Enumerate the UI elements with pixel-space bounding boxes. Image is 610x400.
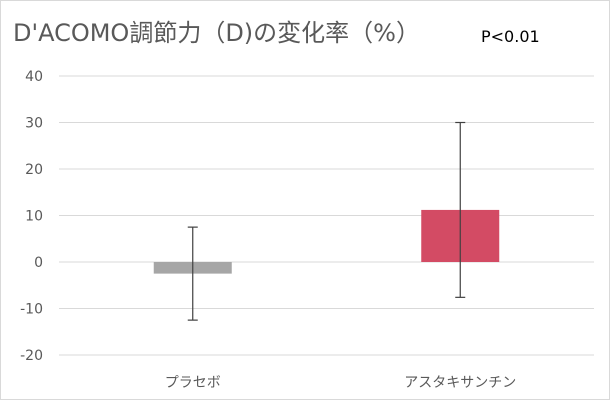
y-tick-label: -10: [20, 302, 43, 318]
y-tick-label: 40: [25, 69, 43, 85]
y-tick-label: 10: [25, 209, 43, 225]
y-tick-label: 20: [25, 162, 43, 178]
category-label: アスタキサンチン: [404, 375, 516, 391]
y-tick-label: -20: [20, 348, 43, 364]
p-value-annotation: P<0.01: [481, 27, 540, 46]
y-tick-label: 30: [25, 116, 43, 132]
chart-title: D'ACOMO調節力（D)の変化率（%）: [13, 19, 420, 47]
y-tick-label: 0: [34, 255, 43, 271]
category-label: プラセボ: [165, 375, 221, 391]
